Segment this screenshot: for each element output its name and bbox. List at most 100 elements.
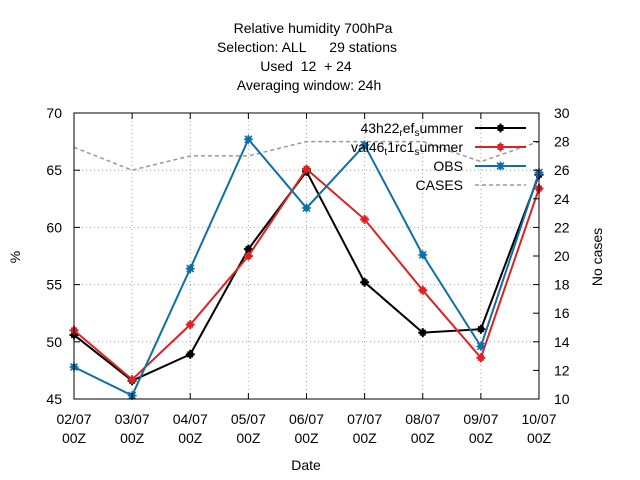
legend-label-part: val46 [351,139,385,155]
marker-d2 [302,203,311,212]
legend-marker [496,123,505,133]
y-tick-label: 60 [46,219,62,235]
legend-label-part: ef [403,120,415,136]
data-point [476,341,486,351]
plot-frame [73,112,540,400]
x-tick-label: 07/07 [347,411,382,427]
grid-lines [74,113,539,399]
data-point [185,349,195,359]
y-tick-label: 65 [46,162,62,178]
data-point [302,203,311,213]
x-tick-label-hour: 00Z [178,430,203,446]
series-line-1 [73,167,540,381]
title-line-2: Selection: ALL 29 stations [217,39,397,55]
data-point [418,328,428,338]
legend-marker [496,142,505,152]
x-tick-label-hour: 00Z [469,430,494,446]
x-tick-label-hour: 00Z [294,430,319,446]
legend-label-part: 1rc1 [387,139,414,155]
y2-tick-label: 30 [554,105,570,121]
data-point [302,164,311,174]
chart-title: Relative humidity 700hPa Selection: ALL … [217,20,397,93]
y2-tick-label: 26 [554,162,570,178]
y-axis-title: % [7,251,23,263]
axes: 45 50 55 60 65 70 10 12 14 16 18 20 22 24 26 28 30 02/07 0… [46,105,569,446]
data-point [127,375,137,385]
legend-label-part: CASES [416,177,463,193]
x-tick-label: 02/07 [56,411,91,427]
marker-d2 [244,135,253,144]
y2-tick-label: 18 [554,277,570,293]
x-tick-label-hour: 00Z [236,430,261,446]
legend-label-part: s [414,128,419,139]
legend-entry-0: 43h22refsummer [360,120,526,139]
x-tick-label-hour: 00Z [527,430,552,446]
legend-label: 43h22refsummer [360,120,463,139]
legend-label-part: s [414,147,419,158]
legend-label-part: ummer [419,120,463,136]
title-line-1: Relative humidity 700hPa [234,20,393,36]
marker-d2 [418,250,427,259]
y-tick-label: 70 [46,105,62,121]
data-point [185,320,195,330]
y2-tick-label: 14 [554,334,570,350]
legend-label: OBS [433,158,463,174]
legend-entry-3: CASES [416,177,526,193]
data-point [476,324,486,334]
legend-entry-1: val46t1rc1summer [351,139,526,158]
y-tick-label: 50 [46,334,62,350]
x-tick-label: 10/07 [521,411,556,427]
x-tick-label: 05/07 [231,411,266,427]
y2-tick-label: 10 [554,391,570,407]
data-point [360,214,370,224]
data-point [243,251,253,261]
legend-label-part: OBS [433,158,463,174]
y2-tick-label: 12 [554,362,570,378]
y2-tick-label: 16 [554,305,570,321]
legend-label-part: ummer [419,139,463,155]
x-tick-label-hour: 00Z [62,430,87,446]
marker-d2 [476,342,485,351]
marker-d2 [186,264,195,273]
data-point [418,285,428,295]
marker-d2 [360,141,369,150]
legend-entry-2: OBS [433,158,526,174]
x-tick-label: 04/07 [173,411,208,427]
title-line-4: Averaging window: 24h [237,77,382,93]
y-tick-label: 45 [46,391,62,407]
data-point [360,277,370,287]
series-line-3 [73,140,540,171]
series-0 [69,166,544,386]
legend-label-part: t [384,147,387,158]
x-tick-label: 03/07 [115,411,150,427]
x-tick-label-hour: 00Z [120,430,145,446]
legend-marker [496,161,505,171]
data-point [418,250,428,260]
x-tick-label: 06/07 [289,411,324,427]
y2-tick-label: 20 [554,248,570,264]
marker-d2 [496,161,505,171]
y2-tick-label: 22 [554,219,570,235]
legend-label-part: r [399,128,403,139]
data-point [243,134,253,144]
x-axis-title: Date [291,457,321,473]
x-tick-label: 08/07 [405,411,440,427]
series-3 [73,140,540,171]
y2-tick-label: 24 [554,191,570,207]
y2-tick-label: 28 [554,134,570,150]
data-point [476,353,486,363]
data-point [185,264,195,274]
legend-label-part: 43h22 [360,120,399,136]
series-layer [69,134,544,401]
data-point [360,140,370,150]
legend-label: CASES [416,177,463,193]
y-tick-label: 55 [46,277,62,293]
title-line-3: Used 12 + 24 [260,58,352,74]
x-tick-label-hour: 00Z [353,430,378,446]
x-tick-label: 09/07 [463,411,498,427]
y2-axis-title: No cases [589,228,605,286]
legend-label: val46t1rc1summer [351,139,463,158]
x-tick-label-hour: 00Z [411,430,436,446]
